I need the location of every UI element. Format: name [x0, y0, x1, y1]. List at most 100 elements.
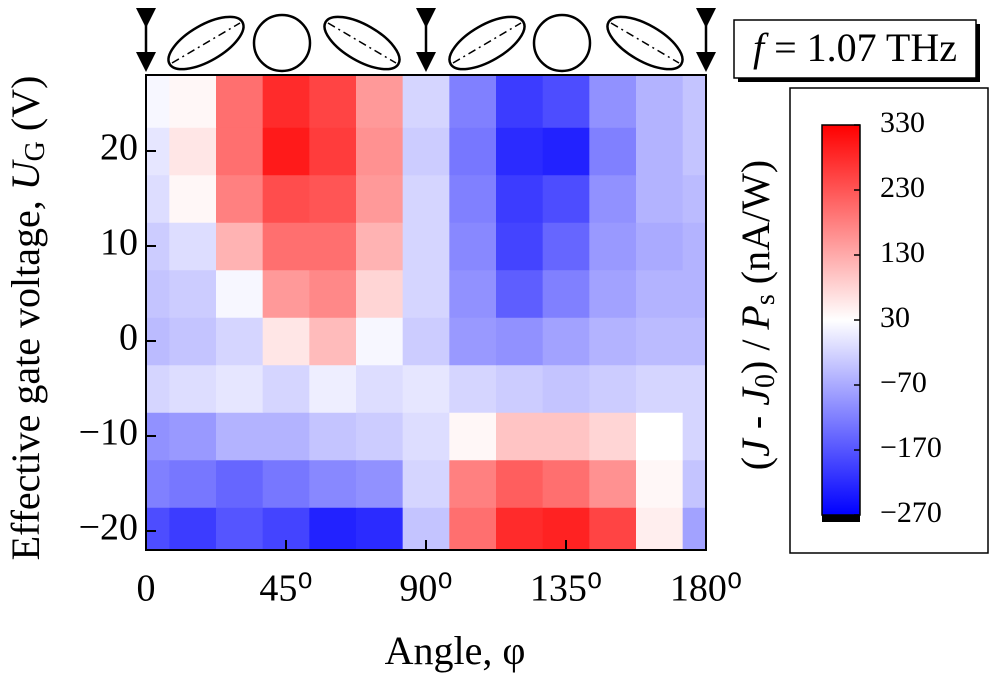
heat-cell [309, 364, 357, 413]
heat-cell [402, 174, 450, 223]
heat-cell [636, 317, 684, 366]
colorbar-scale [821, 124, 861, 516]
heat-cell [682, 75, 706, 128]
heat-cell [449, 412, 497, 461]
y-tick-label: 20 [100, 127, 138, 169]
heat-cell [682, 459, 706, 508]
heat-cell [169, 364, 217, 413]
heat-cell [146, 317, 170, 366]
heat-cell [169, 174, 217, 223]
heat-cell [682, 269, 706, 318]
heat-cell [309, 317, 357, 366]
heat-cell [589, 222, 637, 271]
colorbar-label: (J - J0) / Ps (nA/W) [733, 160, 781, 470]
heat-cell [589, 412, 637, 461]
heat-cell [356, 412, 404, 461]
heat-cell [216, 317, 264, 366]
heat-cell [402, 364, 450, 413]
heat-cell [682, 507, 706, 550]
heat-cell [146, 364, 170, 413]
heat-cell [402, 127, 450, 176]
heat-cell [542, 75, 590, 128]
heat-cell [496, 127, 544, 176]
heat-cell [169, 459, 217, 508]
heat-cell [356, 75, 404, 128]
colorbar: −270 −170 −70 30 130 230 330 [821, 106, 942, 529]
heat-cell [636, 75, 684, 128]
heat-cell [402, 412, 450, 461]
y-tick-label: −10 [79, 412, 138, 454]
y-tick-label: 0 [119, 317, 138, 359]
heat-cell [496, 174, 544, 223]
heat-cell [636, 127, 684, 176]
heat-cell [589, 75, 637, 128]
heat-cell [146, 269, 170, 318]
heat-cell [636, 174, 684, 223]
heat-cell [636, 412, 684, 461]
heat-cell [262, 222, 310, 271]
heat-cell [146, 222, 170, 271]
x-tick-label: 0 [137, 568, 156, 610]
heat-cell [449, 127, 497, 176]
heat-cell [496, 412, 544, 461]
annotation: f = 1.07 THz [753, 25, 957, 70]
heat-cell [169, 127, 217, 176]
heat-cell [309, 507, 357, 550]
heat-cell [262, 174, 310, 223]
x-tick-label: 45⁰ [259, 568, 312, 610]
heat-cell [356, 364, 404, 413]
heat-cell [262, 364, 310, 413]
x-tick-label: 90⁰ [399, 568, 452, 610]
polarization-icons [136, 8, 716, 73]
heat-cell [356, 127, 404, 176]
annotation-box [733, 19, 977, 79]
heat-cell [309, 222, 357, 271]
heat-cell [262, 317, 310, 366]
heat-cell [542, 459, 590, 508]
heat-cell [216, 412, 264, 461]
heat-cell [309, 127, 357, 176]
heat-cell [169, 222, 217, 271]
heat-cell [542, 127, 590, 176]
heat-cell [496, 317, 544, 366]
heat-cell [449, 507, 497, 550]
heat-cell [146, 75, 170, 128]
heat-cell [636, 222, 684, 271]
heat-cell [589, 459, 637, 508]
heat-cell [356, 507, 404, 550]
heat-cell [169, 412, 217, 461]
heat-cell [309, 269, 357, 318]
heat-cell [169, 507, 217, 550]
heat-cell [216, 174, 264, 223]
heat-cell [542, 317, 590, 366]
heat-cell [542, 364, 590, 413]
colorbar-tick-label: −170 [880, 431, 942, 464]
heat-cell [402, 459, 450, 508]
heat-cell [682, 412, 706, 461]
heat-cell [309, 174, 357, 223]
heat-cell [636, 507, 684, 550]
colorbar-tick-label: −270 [880, 496, 942, 529]
heat-cell [636, 364, 684, 413]
heat-cell [496, 222, 544, 271]
heat-cell [356, 174, 404, 223]
y-tick-label: 10 [100, 222, 138, 264]
heat-cell [542, 412, 590, 461]
heat-cell [262, 412, 310, 461]
heat-cell [146, 459, 170, 508]
x-tick-label: 180⁰ [670, 568, 742, 610]
heat-cell [682, 222, 706, 271]
heat-cell [449, 75, 497, 128]
heat-cell [682, 174, 706, 223]
heat-cell [262, 127, 310, 176]
colorbar-tick-label: 130 [880, 236, 925, 269]
heat-cell [589, 507, 637, 550]
heat-cell [216, 269, 264, 318]
heat-cell [682, 364, 706, 413]
y-tick-label: −20 [79, 507, 138, 549]
heat-cell [146, 507, 170, 550]
heat-cell [216, 507, 264, 550]
heat-cell [146, 127, 170, 176]
y-axis-label: Effective gate voltage, UG (V) [3, 76, 51, 561]
